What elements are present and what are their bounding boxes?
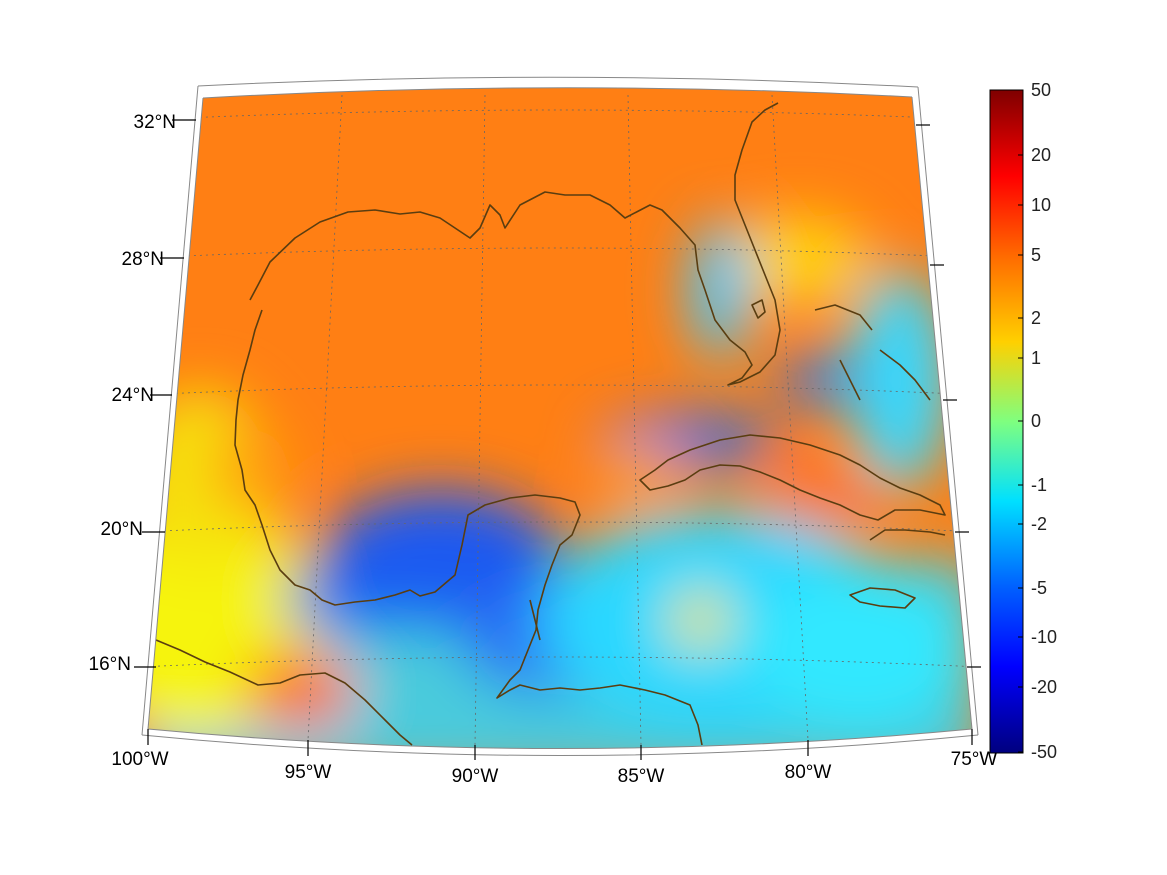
jamaica-coastline bbox=[849, 587, 916, 609]
colorbar-label-neg20: -20 bbox=[1031, 677, 1057, 697]
latitude-labels: 32°N 28°N 24°N 20°N 16°N bbox=[89, 112, 176, 675]
cuba-coastline bbox=[639, 434, 946, 521]
colorbar-label-neg50: -50 bbox=[1031, 742, 1057, 762]
bahamas-coastline bbox=[814, 304, 931, 401]
gulf-coastline bbox=[249, 102, 781, 386]
colorbar-label-neg5: -5 bbox=[1031, 578, 1047, 598]
lat-label-16: 16°N bbox=[89, 654, 131, 675]
colorbar-label-1: 1 bbox=[1031, 348, 1041, 368]
hispaniola-coastline bbox=[869, 529, 946, 541]
lat-label-20: 20°N bbox=[101, 519, 143, 540]
lake-okeechobee bbox=[751, 299, 766, 319]
lon-label-95: 95°W bbox=[285, 762, 332, 783]
longitude-labels: 100°W 95°W 90°W 85°W 80°W 75°W bbox=[111, 749, 997, 787]
colorbar-label-neg2: -2 bbox=[1031, 514, 1047, 534]
pacific-coastline bbox=[155, 639, 413, 746]
colorbar-label-10: 10 bbox=[1031, 195, 1051, 215]
mexico-coastline bbox=[234, 309, 703, 746]
colorbar-label-5: 5 bbox=[1031, 245, 1041, 265]
colorbar-label-2: 2 bbox=[1031, 308, 1041, 328]
belize-coastline bbox=[529, 599, 541, 641]
lat-label-32: 32°N bbox=[134, 112, 176, 133]
lon-label-90: 90°W bbox=[452, 766, 499, 787]
lon-label-75: 75°W bbox=[951, 749, 998, 770]
colorbar-label-neg1: -1 bbox=[1031, 475, 1047, 495]
colorbar: 50 20 10 5 2 1 0 -1 -2 -5 -10 -20 -50 bbox=[989, 80, 1057, 762]
colorbar-label-neg10: -10 bbox=[1031, 627, 1057, 647]
colorbar-label-50: 50 bbox=[1031, 80, 1051, 100]
lat-label-28: 28°N bbox=[122, 249, 164, 270]
axis-ticks bbox=[134, 119, 981, 760]
lon-label-100: 100°W bbox=[111, 749, 168, 770]
coastlines bbox=[155, 102, 946, 746]
colorbar-label-20: 20 bbox=[1031, 145, 1051, 165]
lon-label-80: 80°W bbox=[785, 762, 832, 783]
lat-label-24: 24°N bbox=[112, 385, 154, 406]
data-field bbox=[148, 87, 972, 749]
colorbar-label-0: 0 bbox=[1031, 411, 1041, 431]
map-frame bbox=[141, 76, 979, 756]
colorbar-gradient bbox=[989, 89, 1024, 754]
lon-label-85: 85°W bbox=[618, 766, 665, 787]
